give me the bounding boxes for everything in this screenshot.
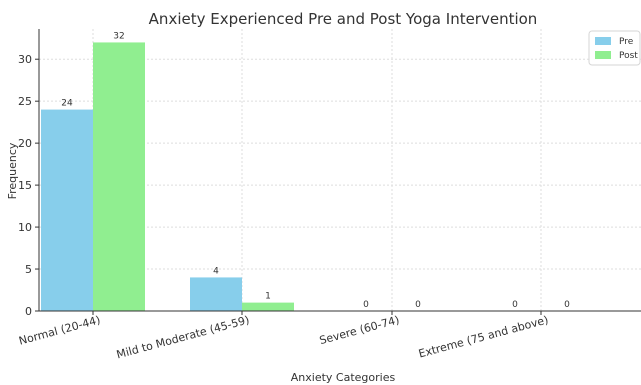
value-label-post-4: 0 — [564, 300, 570, 310]
value-label-pre-2: 4 — [213, 266, 219, 276]
chart-title: Anxiety Experienced Pre and Post Yoga In… — [149, 10, 538, 28]
x-axis-label: Anxiety Categories — [291, 371, 396, 384]
y-tick-label: 5 — [25, 263, 32, 276]
value-label-post-3: 0 — [415, 300, 421, 310]
value-label-pre-3: 0 — [363, 300, 369, 310]
y-tick-label: 30 — [18, 53, 32, 66]
value-labels: 24 4 0 0 32 1 0 0 — [61, 31, 570, 310]
x-tick-label: Severe (60-74) — [318, 313, 401, 347]
legend-swatch-post — [595, 51, 611, 59]
legend: Pre Post — [588, 30, 641, 66]
y-tick-label: 10 — [18, 221, 32, 234]
value-label-pre-1: 24 — [61, 99, 73, 109]
y-tick-label: 20 — [18, 137, 32, 150]
bar-pre-2 — [190, 277, 242, 311]
bar-post-1 — [93, 42, 145, 312]
value-label-pre-4: 0 — [512, 300, 518, 310]
bars — [41, 42, 294, 312]
legend-label-pre: Pre — [619, 37, 634, 47]
y-ticks: 0 5 10 15 20 25 30 — [18, 53, 39, 318]
y-axis-label: Frequency — [6, 142, 19, 199]
y-tick-label: 15 — [18, 179, 32, 192]
y-tick-label: 0 — [25, 305, 32, 318]
legend-swatch-pre — [595, 37, 611, 45]
bar-post-2 — [242, 302, 294, 311]
x-tick-label: Normal (20-44) — [17, 313, 101, 347]
value-label-post-2: 1 — [265, 292, 271, 302]
x-tick-label: Mild to Moderate (45-59) — [115, 313, 251, 361]
x-ticks: Normal (20-44) Mild to Moderate (45-59) Se… — [17, 311, 550, 361]
x-tick-label: Extreme (75 and above) — [417, 313, 550, 360]
value-label-post-1: 32 — [113, 31, 124, 41]
y-tick-label: 25 — [18, 95, 32, 108]
bar-pre-1 — [41, 109, 93, 311]
legend-label-post: Post — [619, 51, 638, 61]
